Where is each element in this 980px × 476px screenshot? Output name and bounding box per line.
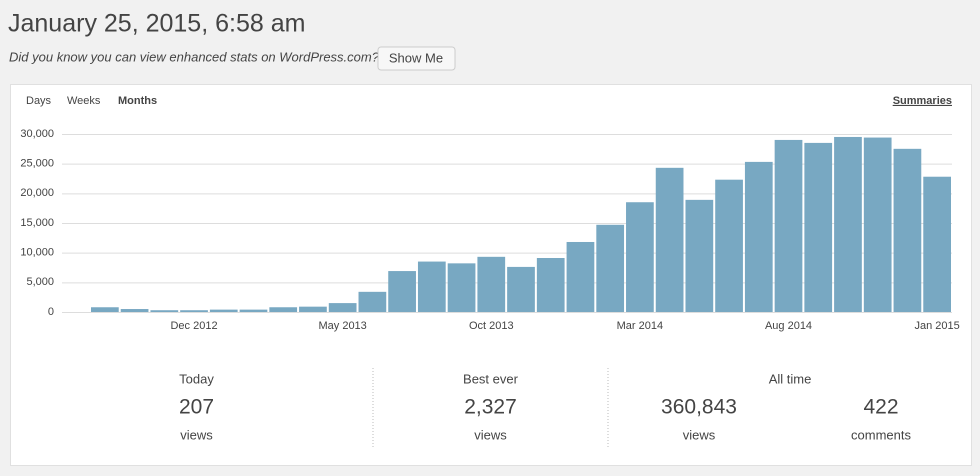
- bar: [744, 161, 773, 312]
- y-tick-label: 25,000: [20, 158, 54, 170]
- bar: [804, 142, 833, 312]
- stat-unit: views: [683, 427, 716, 442]
- bar: [626, 202, 654, 312]
- page-title: January 25, 2015, 6:58 am: [8, 10, 305, 38]
- x-tick-label: Jan 2015: [915, 320, 960, 332]
- y-tick-label: 5,000: [26, 276, 54, 288]
- bar: [566, 241, 595, 312]
- bar: [507, 266, 535, 312]
- x-tick-label: Oct 2013: [469, 320, 514, 332]
- tab[interactable]: Days: [26, 95, 52, 107]
- bar: [120, 309, 149, 312]
- tab[interactable]: Months: [118, 95, 157, 107]
- bar: [150, 310, 179, 312]
- x-tick-label: Dec 2012: [170, 320, 217, 332]
- x-tick-label: Aug 2014: [765, 320, 812, 332]
- bar: [596, 224, 625, 312]
- stat-unit: views: [474, 427, 507, 442]
- y-tick-label: 0: [48, 306, 54, 318]
- bar: [863, 137, 892, 312]
- bar: [91, 307, 119, 312]
- y-tick-label: 15,000: [20, 217, 54, 229]
- stat-label: All time: [769, 371, 812, 386]
- stat-number: 2,327: [464, 396, 517, 419]
- stat-label: Best ever: [463, 371, 519, 386]
- bar: [299, 306, 327, 312]
- x-tick-label: Mar 2014: [617, 320, 663, 332]
- bar: [328, 303, 357, 312]
- bar: [180, 310, 208, 312]
- show-me-label[interactable]: Show Me: [389, 50, 443, 65]
- bar: [388, 271, 416, 312]
- bar: [477, 256, 506, 312]
- stat-unit: comments: [851, 427, 911, 442]
- stat-number: 207: [179, 396, 214, 419]
- bar: [655, 167, 684, 312]
- bar: [269, 307, 298, 312]
- bar: [536, 258, 565, 312]
- bar: [715, 179, 743, 312]
- stat-label: Today: [179, 371, 214, 386]
- x-tick-label: May 2013: [318, 320, 366, 332]
- bar: [893, 148, 922, 312]
- bar: [923, 176, 951, 312]
- stat-number: 360,843: [661, 396, 737, 419]
- bar: [209, 309, 238, 312]
- y-tick-label: 20,000: [20, 187, 54, 199]
- bar: [685, 199, 714, 312]
- stat-unit: views: [180, 427, 213, 442]
- bar: [774, 139, 803, 312]
- show-me-button[interactable]: [377, 46, 456, 71]
- bar: [358, 291, 387, 312]
- bar: [239, 309, 268, 312]
- stat-number: 422: [863, 396, 898, 419]
- notice: Did you know you can view enhanced stats…: [9, 49, 380, 64]
- y-tick-label: 10,000: [20, 247, 54, 259]
- bar: [834, 136, 862, 312]
- tab[interactable]: Weeks: [67, 95, 101, 107]
- bar: [447, 263, 476, 312]
- bar: [417, 261, 446, 312]
- summaries-link[interactable]: Summaries: [893, 95, 952, 107]
- y-tick-label: 30,000: [20, 128, 54, 140]
